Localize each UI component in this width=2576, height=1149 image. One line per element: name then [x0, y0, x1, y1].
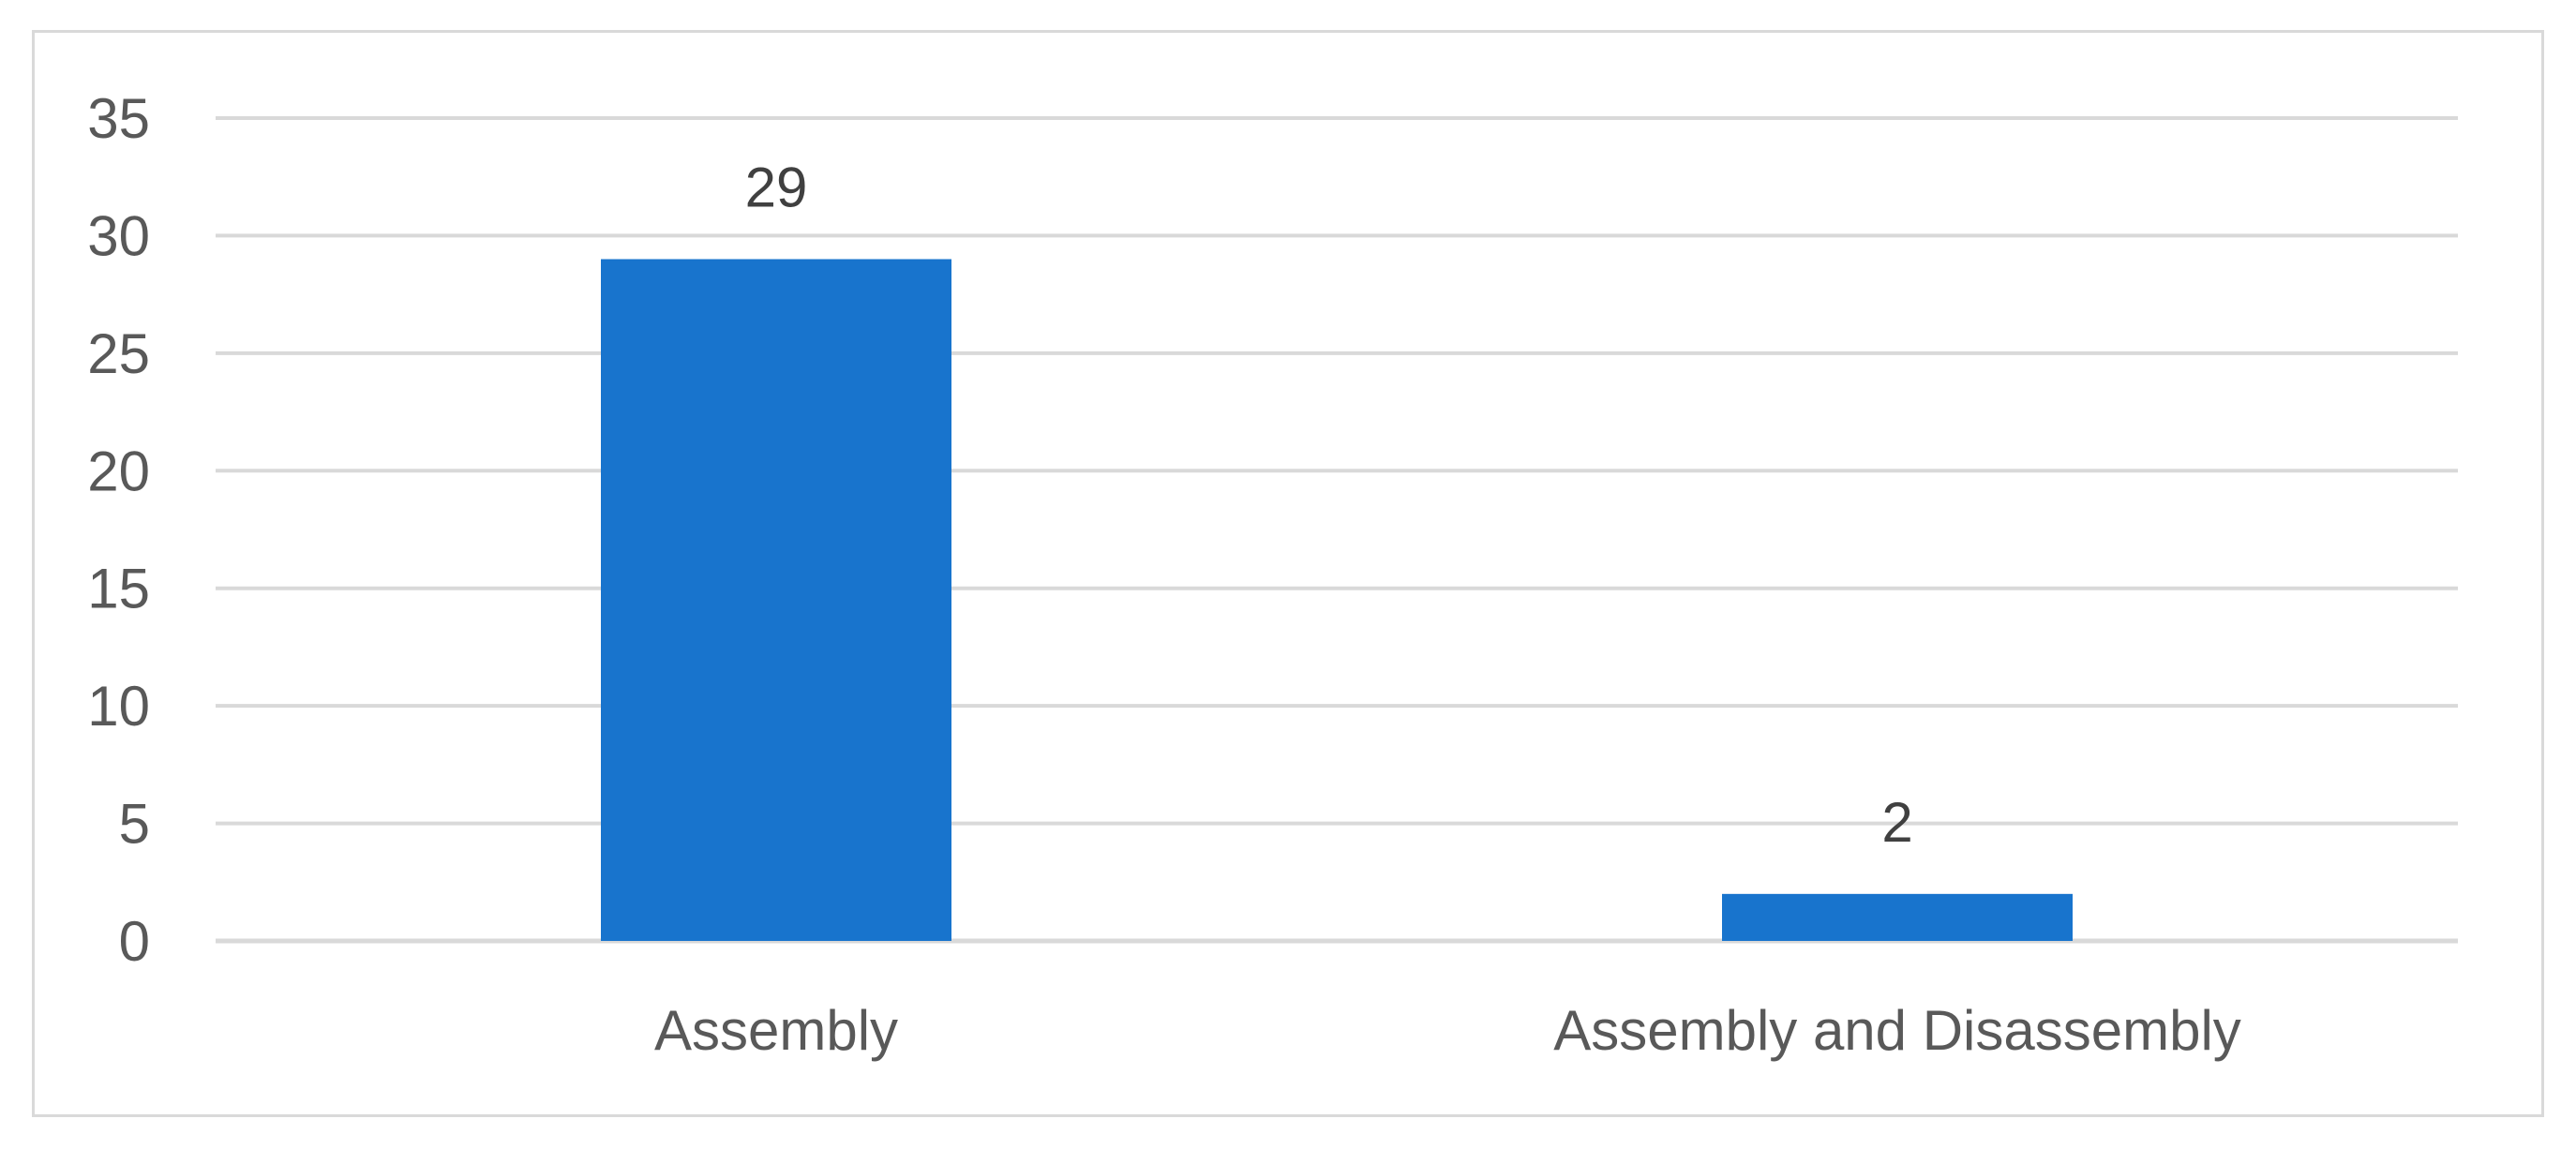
- gridlines: [216, 116, 2458, 944]
- y-tick-label: 5: [119, 793, 150, 856]
- x-category-label: Assembly: [654, 999, 898, 1062]
- y-tick-label: 20: [87, 440, 150, 502]
- data-label: 29: [745, 157, 808, 219]
- y-tick-label: 10: [87, 675, 150, 738]
- bar: [601, 259, 951, 941]
- data-labels: 29 2: [745, 157, 1913, 854]
- y-tick-label: 30: [87, 204, 150, 267]
- chart-frame: [32, 30, 2544, 1117]
- bars: [601, 259, 2073, 941]
- x-category-label: Assembly and Disassembly: [1553, 999, 2241, 1062]
- bar: [1722, 893, 2073, 941]
- y-tick-label: 25: [87, 322, 150, 385]
- y-tick-label: 0: [119, 910, 150, 973]
- y-axis-ticks: 0 5 10 15 20 25 30 35: [87, 87, 150, 973]
- y-tick-label: 35: [87, 87, 150, 150]
- y-tick-label: 15: [87, 558, 150, 620]
- data-label: 2: [1881, 791, 1912, 854]
- x-axis-categories: Assembly Assembly and Disassembly: [654, 999, 2241, 1062]
